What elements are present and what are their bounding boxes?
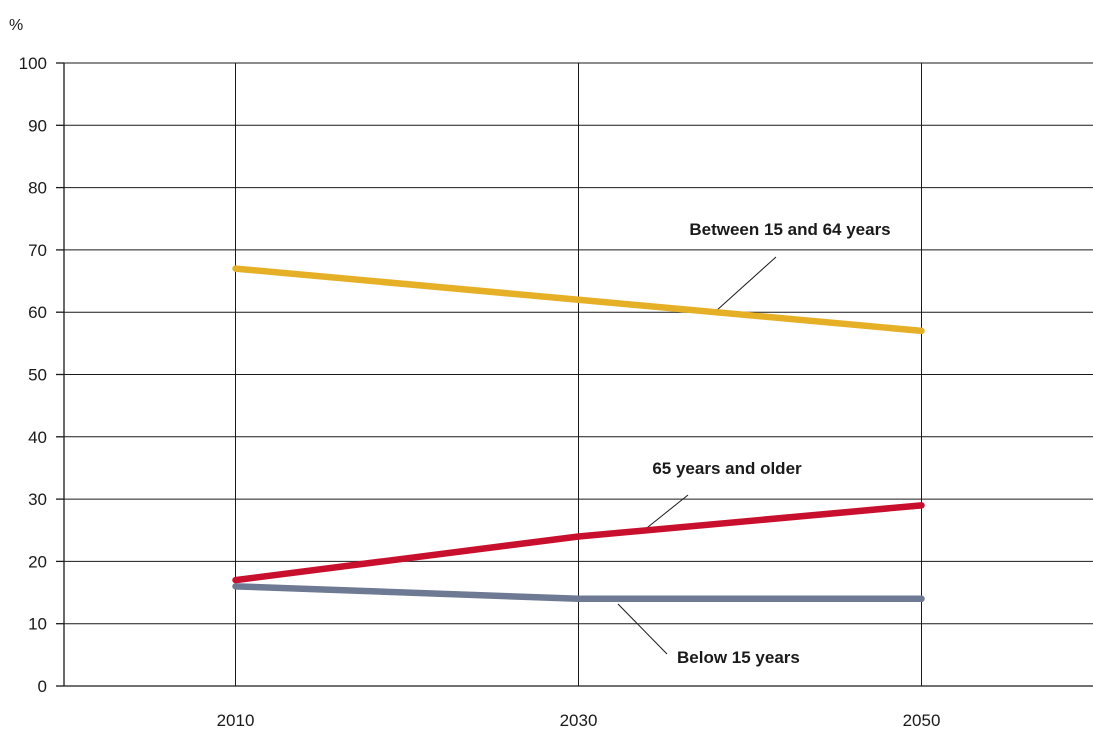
y-tick-label-100: 100 <box>19 54 47 73</box>
y-tick-label-60: 60 <box>28 303 47 322</box>
y-tick-label-80: 80 <box>28 179 47 198</box>
series-label-below-15: Below 15 years <box>677 648 800 667</box>
x-tick-label-2010: 2010 <box>217 711 255 729</box>
series-lines <box>232 265 925 603</box>
axes <box>56 62 1093 687</box>
series-labels: Between 15 and 64 years 65 years and olde… <box>652 220 890 667</box>
grid <box>64 62 1093 686</box>
y-tick-label-50: 50 <box>28 366 47 385</box>
y-tick-label-20: 20 <box>28 552 47 571</box>
x-tick-label-2030: 2030 <box>560 711 598 729</box>
leader-line-65-and-older <box>642 494 689 532</box>
x-tick-label-2050: 2050 <box>903 711 941 729</box>
y-tick-label-40: 40 <box>28 428 47 447</box>
y-tick-label-70: 70 <box>28 241 47 260</box>
y-tick-label-30: 30 <box>28 490 47 509</box>
leader-line-below-15 <box>617 603 668 655</box>
leader-line-between-15-and-64 <box>715 256 777 312</box>
y-tick-label-10: 10 <box>28 615 47 634</box>
y-tick-label-90: 90 <box>28 116 47 135</box>
label-leaders <box>617 256 777 655</box>
y-tick-label-0: 0 <box>38 677 47 696</box>
series-label-65-and-older: 65 years and older <box>652 459 802 478</box>
y-axis-unit-label: % <box>9 17 23 34</box>
series-label-between-15-and-64: Between 15 and 64 years <box>689 220 890 239</box>
